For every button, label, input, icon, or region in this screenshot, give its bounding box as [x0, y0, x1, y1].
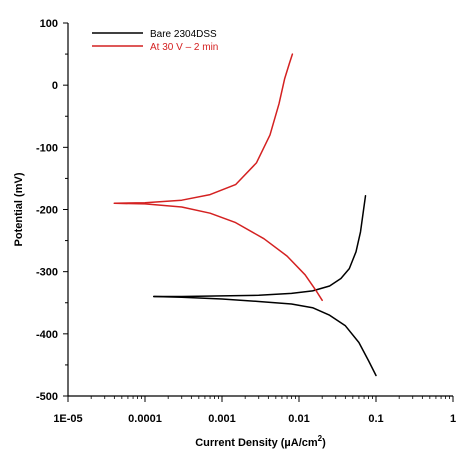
y-tick-label: 100 [40, 18, 58, 30]
legend: Bare 2304DSS At 30 V – 2 min [92, 29, 218, 53]
axes [67, 23, 453, 397]
tick-marks: 100 0 -100 -200 -300 -400 -500 1E-05 0.0001 0.001… [36, 18, 456, 425]
series-0-branch-1-line [153, 295, 377, 377]
y-tick-label: -100 [36, 142, 58, 154]
x-tick-label: 1 [450, 413, 456, 425]
y-tick-label: 0 [52, 80, 58, 92]
x-tick-label: 0.1 [368, 413, 383, 425]
series-1-branch-1-line [113, 202, 323, 302]
legend-label-bare: Bare 2304DSS [150, 29, 217, 40]
series-1-branch-0-line [113, 53, 294, 205]
x-axis-title: Current Density (µA/cm2) [195, 434, 326, 449]
x-tick-label: 0.001 [208, 413, 236, 425]
x-tick-label: 0.0001 [128, 413, 162, 425]
data-series [113, 53, 377, 377]
y-tick-label: -400 [36, 329, 58, 341]
y-axis-title: Potential (mV) [13, 172, 25, 246]
x-tick-label: 0.01 [288, 413, 309, 425]
x-tick-label: 1E-05 [53, 413, 82, 425]
series-0-branch-0-line [153, 195, 367, 298]
y-tick-label: -300 [36, 267, 58, 279]
legend-label-30v: At 30 V – 2 min [150, 42, 218, 53]
y-tick-label: -500 [36, 391, 58, 403]
y-tick-label: -200 [36, 205, 58, 217]
